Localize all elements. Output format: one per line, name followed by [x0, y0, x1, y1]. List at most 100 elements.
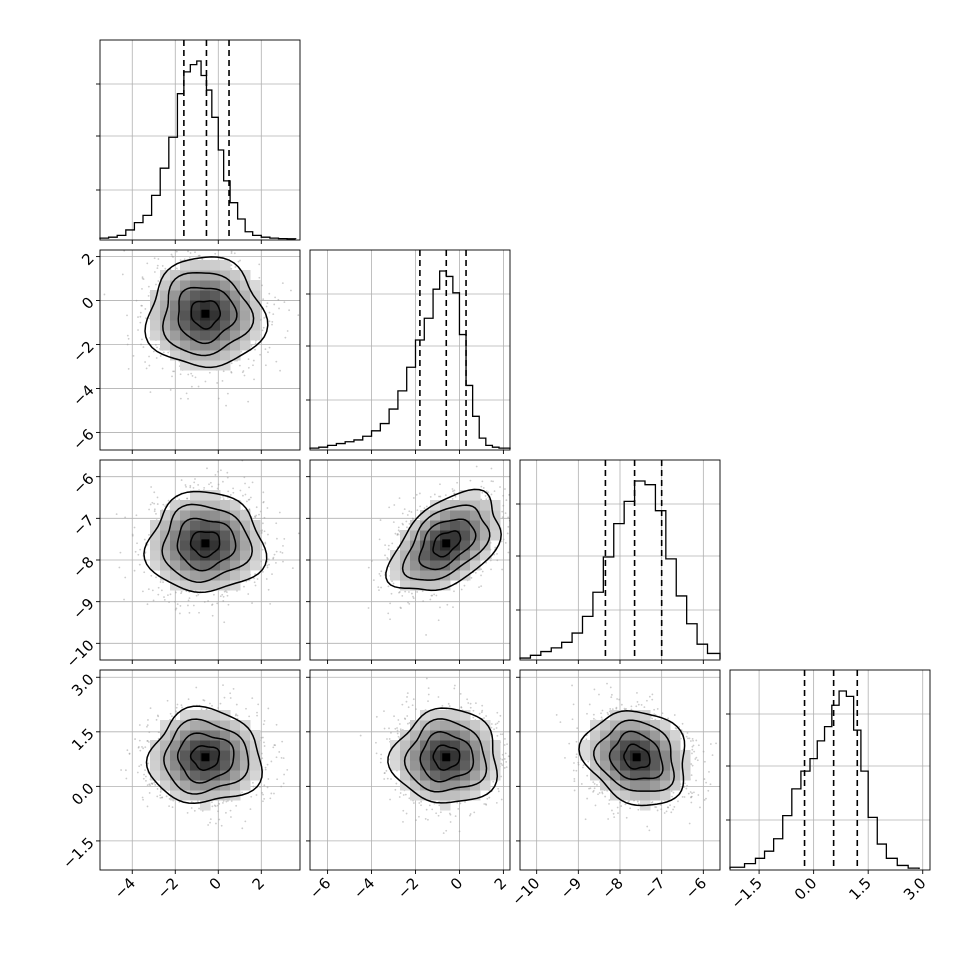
- density-cell: [460, 780, 471, 791]
- density-cell: [180, 530, 191, 541]
- scatter-point: [487, 491, 490, 494]
- scatter-point: [205, 708, 208, 711]
- scatter-point: [646, 825, 649, 828]
- scatter-point: [486, 797, 489, 800]
- density-cell: [170, 530, 181, 541]
- scatter-point: [134, 550, 137, 553]
- scatter-point: [211, 704, 213, 707]
- scatter-point: [139, 311, 142, 314]
- scatter-point: [194, 251, 196, 254]
- scatter-point: [250, 795, 253, 798]
- scatter-point: [262, 736, 264, 739]
- density-cell: [490, 740, 501, 751]
- scatter-point: [147, 719, 149, 721]
- scatter-point: [272, 313, 275, 315]
- scatter-point: [142, 747, 145, 750]
- density-cell: [670, 730, 681, 741]
- scatter-point: [568, 742, 571, 745]
- scatter-point: [397, 719, 400, 721]
- density-cell: [190, 570, 201, 581]
- scatter-point: [396, 732, 399, 735]
- density-cell: [190, 760, 201, 771]
- scatter-point: [494, 546, 497, 549]
- scatter-point: [611, 809, 613, 812]
- density-cell: [200, 260, 211, 271]
- scatter-point: [453, 489, 456, 492]
- scatter-point: [156, 264, 159, 267]
- scatter-point: [601, 792, 604, 795]
- scatter-point: [681, 795, 684, 798]
- scatter-point: [265, 578, 268, 580]
- density-cell: [450, 780, 461, 791]
- density-cell: [220, 570, 231, 581]
- scatter-point: [146, 724, 149, 727]
- scatter-point: [242, 494, 244, 497]
- scatter-point: [190, 807, 193, 809]
- x-tick-label: 0: [447, 874, 466, 893]
- density-cell: [470, 540, 481, 551]
- scatter-point: [260, 752, 263, 755]
- x-tick-label: −1.5: [727, 874, 765, 912]
- scatter-point: [555, 714, 558, 716]
- scatter-point: [221, 593, 224, 596]
- scatter-point: [188, 611, 191, 614]
- density-cell: [660, 720, 671, 731]
- scatter-point: [278, 751, 281, 753]
- scatter-point: [648, 829, 651, 832]
- density-cell: [180, 580, 191, 591]
- density-cell: [160, 780, 171, 791]
- density-cell: [210, 730, 221, 741]
- scatter-point: [392, 521, 395, 523]
- density-cell: [620, 760, 631, 771]
- scatter-contour-panel: [306, 459, 511, 664]
- scatter-point: [174, 591, 177, 594]
- scatter-point: [412, 802, 415, 804]
- density-cell: [190, 550, 201, 561]
- scatter-point: [506, 532, 509, 535]
- scatter-point: [235, 703, 238, 706]
- scatter-point: [195, 594, 198, 597]
- scatter-point: [254, 342, 257, 345]
- scatter-point: [136, 542, 138, 545]
- scatter-point: [406, 696, 408, 698]
- scatter-point: [267, 778, 270, 780]
- scatter-point: [703, 778, 706, 780]
- scatter-point: [504, 752, 507, 755]
- density-cell: [430, 750, 441, 761]
- density-cell: [450, 570, 461, 581]
- density-cell: [230, 570, 241, 581]
- scatter-point: [505, 766, 508, 769]
- scatter-point: [499, 714, 502, 717]
- density-cell: [450, 730, 461, 741]
- scatter-point: [480, 574, 482, 577]
- scatter-point: [446, 603, 449, 606]
- scatter-point: [430, 594, 433, 597]
- scatter-point: [258, 263, 261, 266]
- scatter-point: [189, 484, 192, 487]
- scatter-point: [398, 796, 401, 798]
- scatter-point: [259, 353, 262, 356]
- scatter-point: [435, 594, 438, 597]
- scatter-point: [384, 554, 386, 557]
- scatter-point: [601, 718, 604, 721]
- scatter-point: [665, 810, 668, 813]
- scatter-point: [582, 764, 585, 767]
- scatter-point: [601, 791, 604, 794]
- density-cell: [440, 510, 451, 521]
- density-cell: [470, 740, 481, 751]
- scatter-point: [143, 571, 146, 574]
- histogram-step: [729, 690, 920, 869]
- y-tick-label: 1.5: [68, 725, 98, 755]
- scatter-point: [199, 221, 201, 223]
- scatter-point: [593, 787, 596, 790]
- scatter-point: [256, 578, 259, 580]
- density-cell: [180, 770, 191, 781]
- scatter-point: [264, 364, 267, 367]
- scatter-point: [564, 756, 566, 759]
- scatter-point: [254, 348, 256, 351]
- scatter-point: [115, 513, 118, 516]
- scatter-point: [245, 707, 247, 710]
- scatter-point: [227, 490, 230, 493]
- density-cell: [440, 570, 451, 581]
- scatter-point: [427, 693, 430, 696]
